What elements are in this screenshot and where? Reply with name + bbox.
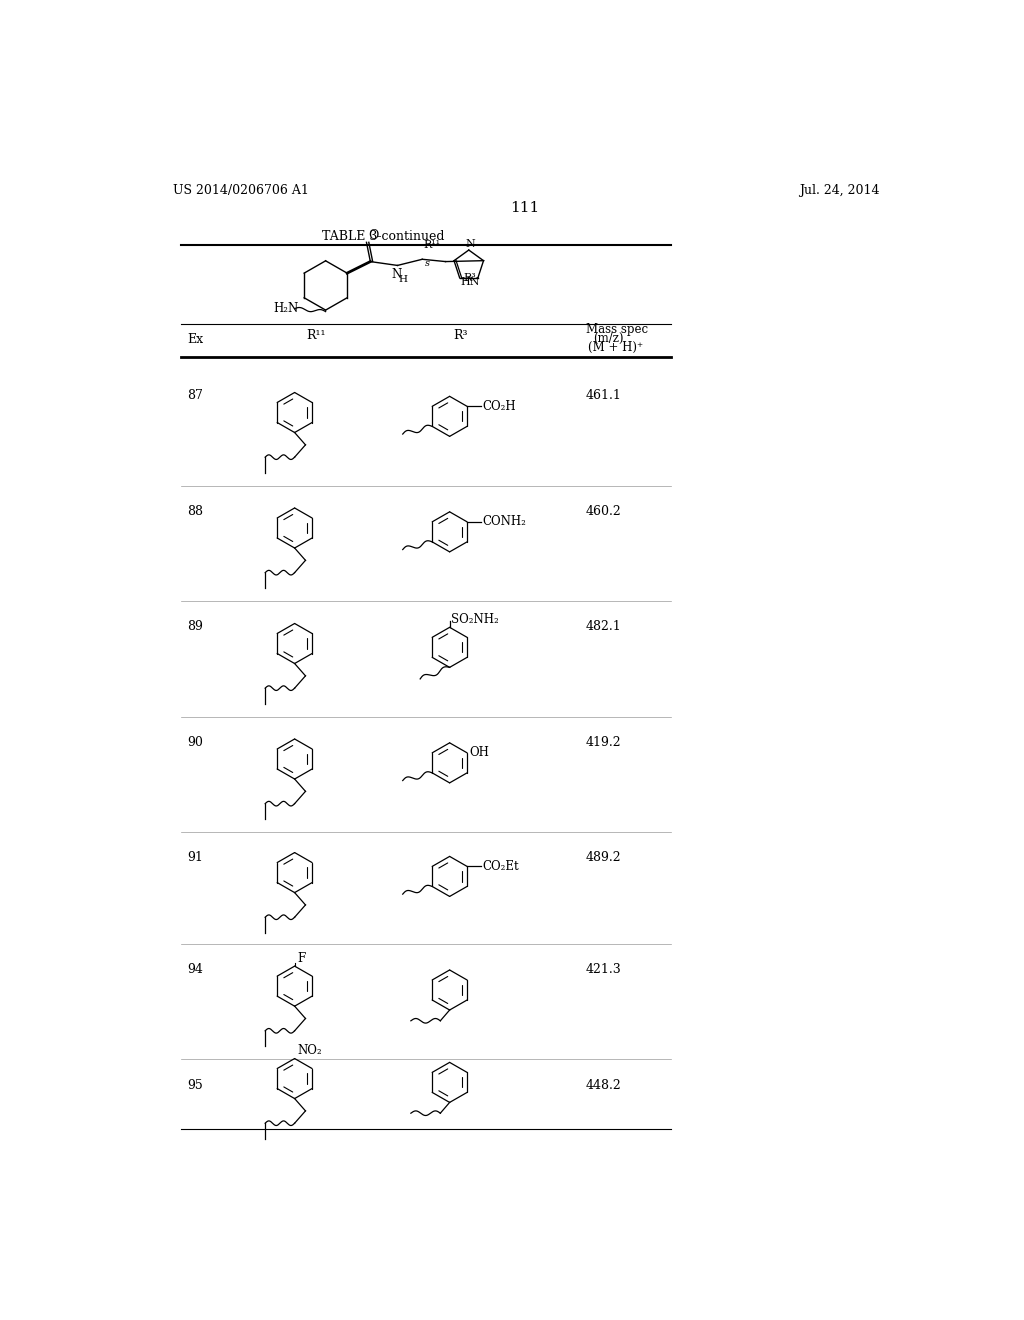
Text: Jul. 24, 2014: Jul. 24, 2014 (800, 185, 880, 197)
Text: O: O (368, 228, 379, 242)
Text: 460.2: 460.2 (586, 506, 622, 517)
Text: 421.3: 421.3 (586, 964, 622, 975)
Text: H₂N: H₂N (273, 302, 298, 315)
Text: OH: OH (469, 746, 489, 759)
Text: 461.1: 461.1 (586, 389, 622, 403)
Text: R¹¹: R¹¹ (306, 329, 326, 342)
Text: CONH₂: CONH₂ (482, 515, 526, 528)
Text: (M + H)⁺: (M + H)⁺ (588, 342, 643, 354)
Text: 419.2: 419.2 (586, 737, 622, 748)
Text: 482.1: 482.1 (586, 620, 622, 634)
Text: NO₂: NO₂ (297, 1044, 322, 1057)
Text: 90: 90 (187, 737, 203, 748)
Text: (m/z): (m/z) (593, 333, 624, 345)
Text: 95: 95 (187, 1078, 203, 1092)
Text: 448.2: 448.2 (586, 1078, 622, 1092)
Text: TABLE 3-continued: TABLE 3-continued (323, 231, 445, 243)
Text: 111: 111 (510, 202, 540, 215)
Text: CO₂H: CO₂H (482, 400, 516, 413)
Text: R¹¹: R¹¹ (424, 240, 440, 251)
Text: CO₂Et: CO₂Et (482, 859, 519, 873)
Text: US 2014/0206706 A1: US 2014/0206706 A1 (173, 185, 309, 197)
Text: Ex: Ex (187, 333, 203, 346)
Text: Mass spec: Mass spec (586, 323, 648, 335)
Text: s: s (425, 259, 430, 268)
Text: HN: HN (461, 277, 480, 286)
Text: N: N (391, 268, 401, 281)
Text: H: H (398, 275, 408, 284)
Text: 91: 91 (187, 851, 203, 865)
Text: 489.2: 489.2 (586, 851, 622, 865)
Text: 88: 88 (187, 506, 203, 517)
Text: 94: 94 (187, 964, 203, 975)
Text: 89: 89 (187, 620, 203, 634)
Text: 87: 87 (187, 389, 203, 403)
Text: F: F (297, 952, 305, 965)
Text: SO₂NH₂: SO₂NH₂ (452, 612, 499, 626)
Text: N: N (466, 239, 475, 249)
Text: R³: R³ (454, 329, 468, 342)
Text: R³: R³ (464, 273, 476, 282)
